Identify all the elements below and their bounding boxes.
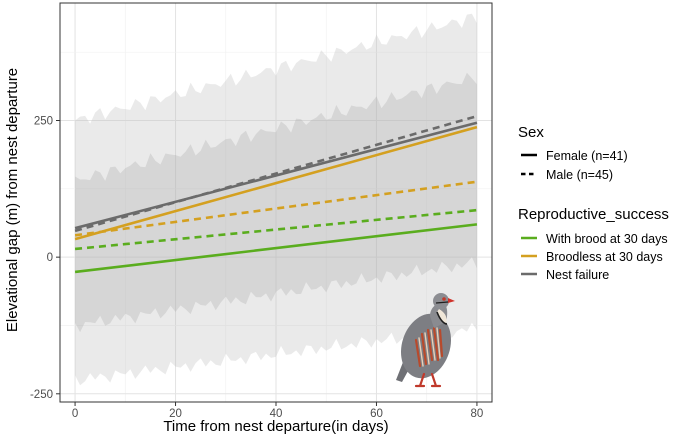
legend-label-broodless: Broodless at 30 days [546, 250, 663, 264]
x-tick-label: 0 [72, 408, 78, 420]
x-tick-label: 40 [270, 408, 283, 420]
series-line-nest-failure-female [74, 121, 478, 230]
x-tick-label: 60 [370, 408, 383, 420]
x-axis-title: Time from nest departure(in days) [163, 418, 388, 435]
confidence-ribbons [75, 13, 477, 386]
series-line-with-brood-at-30-days-female [74, 223, 478, 274]
legend-label-male: Male (n=45) [546, 168, 613, 182]
partridge-eye [442, 297, 446, 301]
series-line-broodless-at-30-days-male [74, 180, 478, 237]
series-line-nest-failure-male [74, 114, 478, 233]
partridge-legs [414, 372, 442, 388]
plot-panel [59, 2, 493, 403]
x-tick-label: 20 [169, 408, 182, 420]
partridge-flank-stripes [414, 326, 444, 368]
partridge-throat [437, 309, 447, 324]
partridge-beak [448, 298, 455, 303]
series-lines [74, 114, 478, 274]
series-line-with-brood-at-30-days-male [74, 208, 478, 251]
partridge-illustration [396, 293, 455, 388]
y-tick-label: -250 [30, 389, 53, 401]
x-axis-ticks: 0 20 40 60 80 [72, 402, 483, 420]
series-line-broodless-at-30-days-female [74, 125, 478, 241]
partridge-necklace [436, 311, 448, 325]
legend: Sex Female (n=41) Male (n=45) Reproducti… [518, 124, 669, 282]
y-axis-title: Elevational gap (m) from nest departure [4, 68, 21, 332]
ribbon-inner-band [75, 72, 477, 333]
y-axis-ticks: -250 0 250 [30, 116, 60, 401]
legend-label-female: Female (n=41) [546, 149, 628, 163]
legend-title-sex: Sex [518, 124, 544, 141]
partridge-flank-light [418, 327, 441, 367]
legend-title-reproductive-success: Reproductive_success [518, 206, 669, 223]
partridge-head [433, 293, 449, 309]
y-tick-label: 0 [47, 252, 53, 264]
y-tick-label: 250 [34, 116, 53, 128]
legend-label-with-brood: With brood at 30 days [546, 232, 668, 246]
ribbon-outer-band [75, 13, 477, 386]
x-tick-label: 80 [471, 408, 484, 420]
legend-label-nest-failure: Nest failure [546, 268, 609, 282]
partridge-eye-stripe [435, 301, 449, 304]
